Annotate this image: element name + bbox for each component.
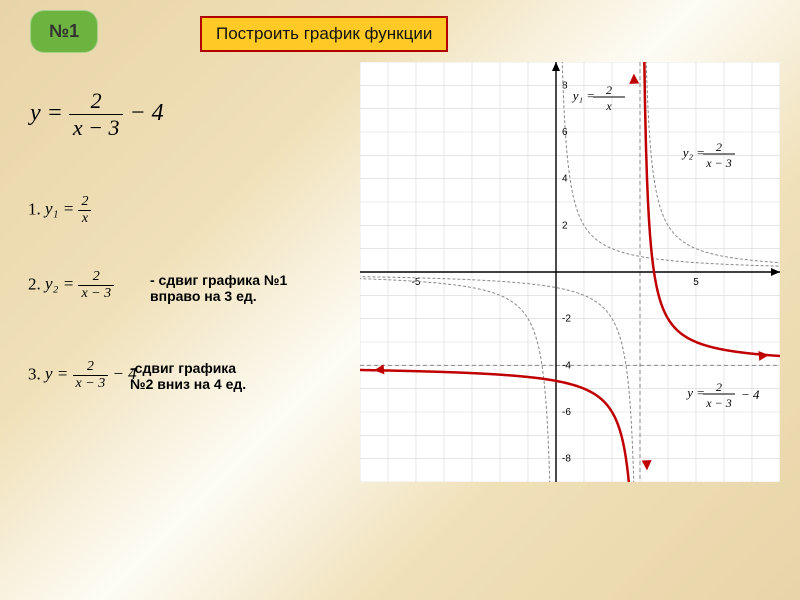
main-formula: y = 2 x − 3 − 4 <box>30 90 164 139</box>
svg-text:-5: -5 <box>412 277 421 288</box>
svg-text:x − 3: x − 3 <box>705 156 731 170</box>
task-number-badge: №1 <box>30 10 98 53</box>
svg-text:x: x <box>605 99 612 113</box>
svg-text:4: 4 <box>562 174 568 185</box>
formula-fraction: 2 x − 3 <box>69 90 124 139</box>
svg-text:y₁ =: y₁ = <box>571 88 595 103</box>
svg-text:-6: -6 <box>562 407 571 418</box>
step-3-note: -сдвиг графика №2 вниз на 4 ед. <box>130 360 310 392</box>
svg-text:-8: -8 <box>562 454 571 465</box>
svg-text:2: 2 <box>716 140 722 154</box>
formula-lhs: y = <box>30 100 63 126</box>
svg-text:y =: y = <box>685 385 705 400</box>
svg-text:− 4: − 4 <box>741 387 760 402</box>
svg-text:5: 5 <box>693 277 699 288</box>
step-2-note: - сдвиг графика №1 вправо на 3 ед. <box>150 272 330 304</box>
step-1: 1. y₁ = 2x <box>28 195 91 226</box>
svg-text:2: 2 <box>606 83 612 97</box>
svg-text:2: 2 <box>562 220 568 231</box>
svg-text:x − 3: x − 3 <box>705 396 731 410</box>
slide: №1 Построить график функции y = 2 x − 3 … <box>0 0 800 600</box>
svg-text:y₂ =: y₂ = <box>681 145 705 160</box>
step-3: 3. y = 2x − 3 − 4 <box>28 360 137 391</box>
svg-text:2: 2 <box>716 380 722 394</box>
formula-tail: − 4 <box>129 100 163 126</box>
graph-area: -55-8-6-4-22468y₁ =2xy₂ =2x − 3y =2x − 3… <box>360 62 780 482</box>
step-2: 2. y₂ = 2x − 3 <box>28 270 114 301</box>
task-title: Построить график функции <box>200 16 448 52</box>
svg-text:-4: -4 <box>562 360 571 371</box>
svg-text:-2: -2 <box>562 314 571 325</box>
chart-svg: -55-8-6-4-22468y₁ =2xy₂ =2x − 3y =2x − 3… <box>360 62 780 482</box>
